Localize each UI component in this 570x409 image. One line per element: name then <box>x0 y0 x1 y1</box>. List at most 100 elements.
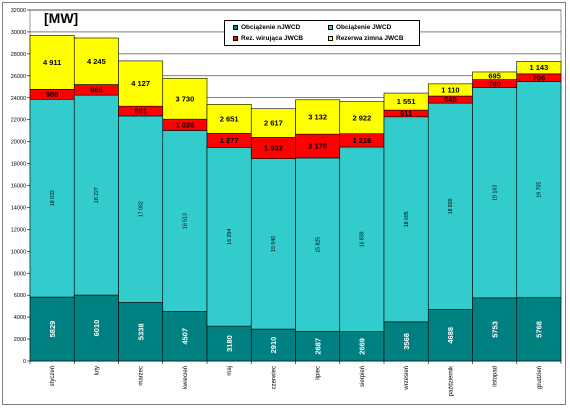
bar-1-7 <box>339 146 385 333</box>
x-tick-label-11: grudzień <box>537 366 543 389</box>
bar-1-10 <box>472 87 518 299</box>
bar-label-3-11: 1 143 <box>529 63 548 72</box>
bar-label-2-8: 611 <box>400 109 412 118</box>
bar-0-5 <box>250 328 296 362</box>
x-tick-label-10: listopad <box>493 366 499 387</box>
bar-label-1-9: 18 820 <box>448 198 454 214</box>
x-tick-label-8: wrzesień <box>404 366 410 391</box>
y-tick-label: 30000 <box>11 30 26 36</box>
bar-3-6 <box>295 99 341 135</box>
x-tick-label-3: kwiecień <box>183 366 189 389</box>
bar-0-11 <box>516 297 562 362</box>
bar-label-1-7: 16 839 <box>360 231 366 247</box>
x-tick-label-7: sierpień <box>360 366 366 387</box>
bar-3-2 <box>118 60 164 107</box>
bar-3-11 <box>516 61 562 75</box>
bar-3-4 <box>206 104 252 134</box>
bar-label-1-11: 19 705 <box>537 182 543 198</box>
bar-1-11 <box>516 81 562 299</box>
y-tick-label: 20000 <box>11 140 26 146</box>
y-tick-label: 26000 <box>11 74 26 80</box>
legend-swatch-njwcd <box>233 25 238 30</box>
bar-3-0 <box>29 35 75 90</box>
y-tick-label: 16000 <box>11 184 26 190</box>
legend: Obciążenie nJWCD Obciążenie JWCD Rez. wi… <box>224 20 420 46</box>
bar-label-0-6: 2687 <box>313 338 322 355</box>
bar-1-5 <box>250 158 296 330</box>
legend-swatch-rezerwa-zimna <box>328 36 333 41</box>
bar-label-0-0: 5829 <box>48 321 57 338</box>
x-tick-label-6: lipiec <box>316 366 322 380</box>
y-tick-label: 12000 <box>11 227 26 233</box>
bar-label-0-1: 6010 <box>92 320 101 337</box>
bar-label-2-4: 1 277 <box>220 136 239 145</box>
bar-label-3-10: 695 <box>488 71 501 80</box>
bar-1-1 <box>73 94 119 296</box>
bar-label-1-8: 18 695 <box>404 211 410 227</box>
bar-1-8 <box>383 116 429 323</box>
bar-0-8 <box>383 321 429 362</box>
bar-label-0-8: 3568 <box>402 333 411 350</box>
legend-item-njwcd: Obciążenie nJWCD <box>233 24 300 31</box>
bar-label-2-9: 648 <box>444 95 457 104</box>
legend-label-rezerwa-zimna: Rezerwa zimna JWCB <box>336 35 404 42</box>
y-tick-label: 6000 <box>14 293 26 299</box>
bar-0-2 <box>118 302 164 362</box>
bar-0-6 <box>295 331 341 362</box>
bar-label-2-1: 966 <box>90 85 103 94</box>
y-tick-label: 2000 <box>14 337 26 343</box>
legend-item-jwcd: Obciążenie JWCD <box>328 24 391 31</box>
y-tick-label: 4000 <box>14 315 26 321</box>
y-tick-label: 8000 <box>14 271 26 277</box>
y-tick-label: 10000 <box>11 249 26 255</box>
bar-label-0-5: 2910 <box>269 337 278 354</box>
bar-label-2-11: 706 <box>533 73 546 82</box>
bar-label-2-2: 891 <box>134 107 147 116</box>
bar-label-1-4: 16 294 <box>227 229 233 245</box>
y-tick-label: 18000 <box>11 162 26 168</box>
legend-swatch-rez-wirujaca <box>233 36 238 41</box>
x-tick-label-0: styczeń <box>50 366 56 386</box>
bar-label-3-6: 3 132 <box>308 113 327 122</box>
bar-3-7 <box>339 101 385 134</box>
y-tick-label: 28000 <box>11 52 26 58</box>
bar-label-2-10: 740 <box>488 79 501 88</box>
chart-title: [MW] <box>44 10 79 26</box>
bar-0-1 <box>73 294 119 362</box>
x-tick-label-9: październik <box>448 365 454 396</box>
bar-label-0-4: 3180 <box>225 335 234 352</box>
bar-label-3-4: 2 651 <box>220 114 239 123</box>
bar-0-9 <box>427 309 473 362</box>
legend-item-rez-wirujaca: Rez. wirująca JWCB <box>233 35 303 42</box>
bar-1-4 <box>206 147 252 327</box>
bar-3-1 <box>73 37 119 85</box>
y-tick-label: 14000 <box>11 205 26 211</box>
bar-label-0-10: 5753 <box>490 321 499 338</box>
bar-label-1-0: 18 032 <box>50 190 56 206</box>
bar-label-3-1: 4 245 <box>87 57 106 66</box>
bar-0-0 <box>29 296 75 362</box>
bar-label-0-2: 5338 <box>136 323 145 340</box>
legend-swatch-jwcd <box>328 25 333 30</box>
bar-label-3-2: 4 127 <box>131 79 150 88</box>
legend-item-rezerwa-zimna: Rezerwa zimna JWCB <box>328 35 404 42</box>
legend-label-njwcd: Obciążenie nJWCD <box>241 24 301 31</box>
bar-3-3 <box>162 77 208 120</box>
bar-1-2 <box>118 115 164 303</box>
bar-1-3 <box>162 130 208 312</box>
bar-label-1-10: 19 163 <box>492 185 498 201</box>
bar-3-5 <box>250 108 296 138</box>
bar-label-1-6: 15 825 <box>315 237 321 253</box>
bar-0-10 <box>472 297 518 362</box>
legend-label-rez-wirujaca: Rez. wirująca JWCB <box>241 35 304 42</box>
bar-label-3-0: 4 911 <box>43 58 61 67</box>
bar-label-1-1: 18 227 <box>94 187 100 203</box>
y-tick-label: 22000 <box>11 118 26 124</box>
x-tick-label-1: luty <box>94 366 100 375</box>
bar-label-3-3: 3 730 <box>175 94 194 103</box>
bar-label-2-7: 1 216 <box>352 136 371 145</box>
bar-label-1-5: 15 540 <box>271 236 277 252</box>
bar-label-0-7: 2669 <box>358 338 367 355</box>
bar-label-3-9: 1 110 <box>441 86 459 95</box>
